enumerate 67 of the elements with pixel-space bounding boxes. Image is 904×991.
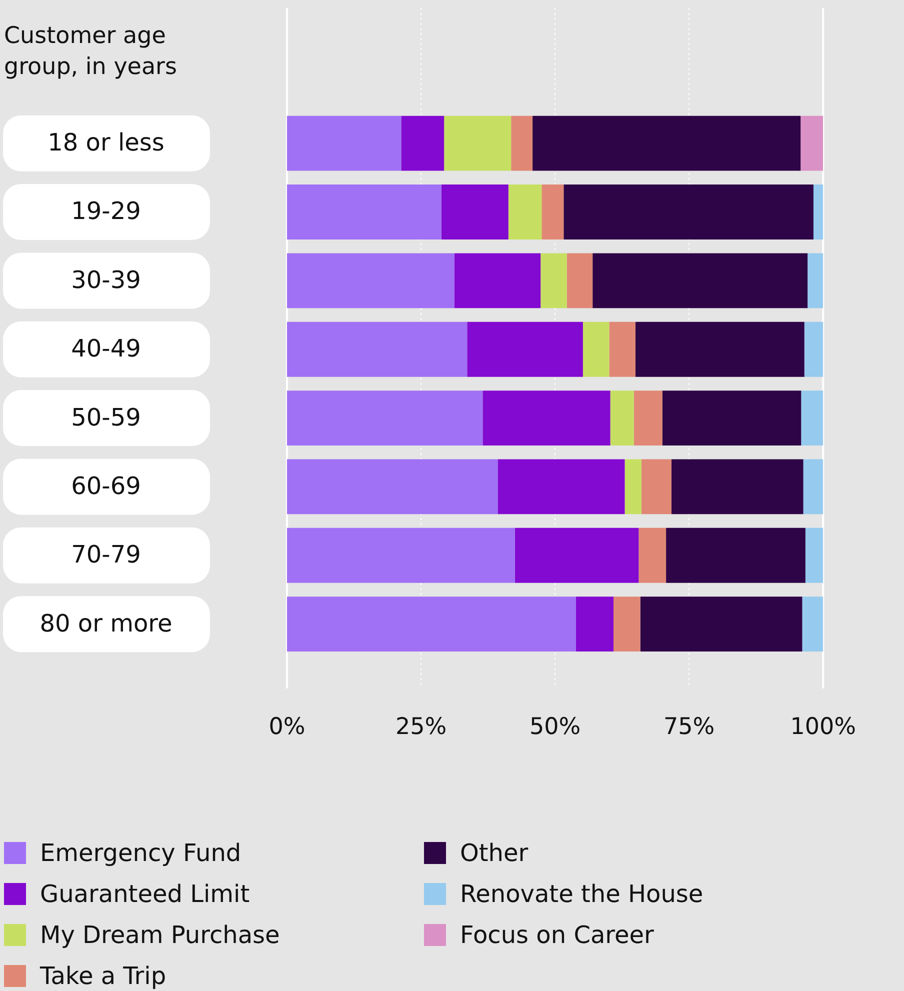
bar xyxy=(401,116,444,171)
y-axis-title: Customer age group, in years xyxy=(4,22,177,80)
bar xyxy=(813,184,824,240)
y-tick-label: 18 or less xyxy=(48,128,164,157)
y-tick-label: 30-39 xyxy=(71,266,141,294)
bar xyxy=(638,528,666,583)
bar xyxy=(287,459,498,514)
bar xyxy=(800,116,824,171)
bar xyxy=(564,184,814,240)
bar xyxy=(287,253,454,308)
bar xyxy=(287,596,576,652)
bar xyxy=(482,390,610,446)
y-tick-label: 80 or more xyxy=(40,609,172,638)
bar xyxy=(805,528,824,583)
legend-label: Focus on Career xyxy=(460,920,654,948)
legend-label: Guaranteed Limit xyxy=(40,880,250,908)
bar xyxy=(614,596,640,652)
bar xyxy=(287,184,442,240)
bar xyxy=(514,528,639,583)
bar xyxy=(467,322,583,377)
bar xyxy=(662,390,802,446)
bar xyxy=(640,596,802,652)
bar xyxy=(610,390,634,446)
bar xyxy=(444,116,512,171)
x-tick-label: 25% xyxy=(395,714,447,740)
bar xyxy=(287,528,515,583)
bar xyxy=(542,184,564,240)
bar xyxy=(566,253,593,308)
bar xyxy=(641,459,672,514)
legend-label: Emergency Fund xyxy=(40,838,242,866)
bar xyxy=(508,184,542,240)
bar xyxy=(803,459,824,514)
bar xyxy=(441,184,508,240)
bar xyxy=(287,390,483,446)
y-tick-label: 60-69 xyxy=(71,472,141,500)
bar xyxy=(532,116,801,171)
legend-label: Take a Trip xyxy=(40,962,166,990)
bar xyxy=(634,390,662,446)
bar xyxy=(666,528,806,583)
bar xyxy=(582,322,610,377)
bar xyxy=(802,596,824,652)
legend-label: Renovate the House xyxy=(460,880,704,908)
bar xyxy=(671,459,804,514)
legend-label: Other xyxy=(460,838,528,866)
x-tick-label: 50% xyxy=(530,714,581,740)
bar xyxy=(454,253,541,308)
y-tick-label: 70-79 xyxy=(71,540,141,569)
bar xyxy=(801,390,824,446)
bar xyxy=(287,116,402,171)
bar xyxy=(804,322,824,377)
bar xyxy=(511,116,533,171)
bar xyxy=(576,596,614,652)
bar xyxy=(540,253,567,308)
bar xyxy=(808,253,824,308)
bar xyxy=(287,322,468,377)
bar xyxy=(592,253,808,308)
x-tick-label: 75% xyxy=(664,714,715,740)
legend-label: My Dream Purchase xyxy=(40,920,280,948)
bar xyxy=(498,459,625,514)
x-tick-label: 100% xyxy=(790,714,856,740)
bar xyxy=(624,459,642,514)
x-tick-label: 0% xyxy=(268,714,306,740)
y-tick-label: 50-59 xyxy=(71,403,141,432)
bar xyxy=(635,322,804,377)
y-tick-label: 40-49 xyxy=(71,334,141,363)
y-tick-label: 19-29 xyxy=(71,197,141,226)
bar xyxy=(609,322,636,377)
